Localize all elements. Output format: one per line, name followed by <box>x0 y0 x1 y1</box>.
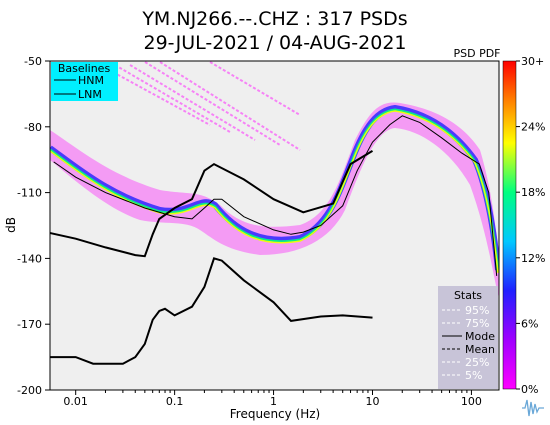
y-axis-label: dB <box>4 217 18 233</box>
stat-95: 95% <box>465 304 489 317</box>
chart-subtitle: 29-JUL-2021 / 04-AUG-2021 <box>144 32 407 54</box>
x-tick-label: 0.1 <box>166 395 184 408</box>
stat-mean: Mean <box>465 343 495 356</box>
stat-5: 5% <box>465 369 482 382</box>
colorbar-label: PSD PDF <box>453 47 500 60</box>
colorbar-tick-label: 30+ <box>521 55 544 68</box>
stat-mode: Mode <box>465 330 495 343</box>
y-tick-label: -140 <box>17 252 42 265</box>
colorbar-tick-label: 6% <box>521 317 538 330</box>
waveform-logo <box>522 399 544 417</box>
x-axis-label: Frequency (Hz) <box>230 407 321 421</box>
chart-title: YM.NJ266.--.CHZ : 317 PSDs <box>141 8 407 30</box>
baselines-title: Baselines <box>58 62 111 75</box>
baselines-legend: Baselines HNM LNM <box>51 62 118 101</box>
y-tick-label: -80 <box>24 121 42 134</box>
y-tick-label: -50 <box>24 55 42 68</box>
colorbar-tick-label: 0% <box>521 383 538 396</box>
stats-title: Stats <box>454 289 482 302</box>
colorbar-tick-label: 12% <box>521 252 545 265</box>
colorbar-tick-label: 24% <box>521 121 545 134</box>
plot-frame <box>49 60 500 391</box>
colorbar-ticks: 30+ 24% 18% 12% 6% 0% <box>516 55 545 396</box>
stats-legend: Stats 95% 75% Mode Mean 25% 5% <box>438 286 498 389</box>
y-tick-label: -110 <box>17 187 42 200</box>
plot-area <box>50 61 499 390</box>
colorbar <box>502 60 517 390</box>
stat-75: 75% <box>465 317 489 330</box>
baseline-hnm: HNM <box>78 74 104 87</box>
x-tick-label: 10 <box>365 395 379 408</box>
colorbar-tick-label: 18% <box>521 186 545 199</box>
x-tick-label: 0.01 <box>63 395 88 408</box>
series-line-lnm <box>50 257 373 365</box>
series-line-hnm <box>50 150 374 258</box>
series-layer <box>50 115 498 365</box>
y-axis: -50 -80 -110 -140 -170 -200 <box>17 55 50 397</box>
x-tick-label: 100 <box>461 395 482 408</box>
stat-25: 25% <box>465 356 489 369</box>
x-tick-label: 1 <box>270 395 277 408</box>
baseline-lnm: LNM <box>78 88 102 101</box>
x-axis: 0.01 0.1 1 10 100 <box>63 390 482 408</box>
series-line-mode <box>53 115 498 276</box>
y-tick-label: -200 <box>17 384 42 397</box>
y-tick-label: -170 <box>17 318 42 331</box>
